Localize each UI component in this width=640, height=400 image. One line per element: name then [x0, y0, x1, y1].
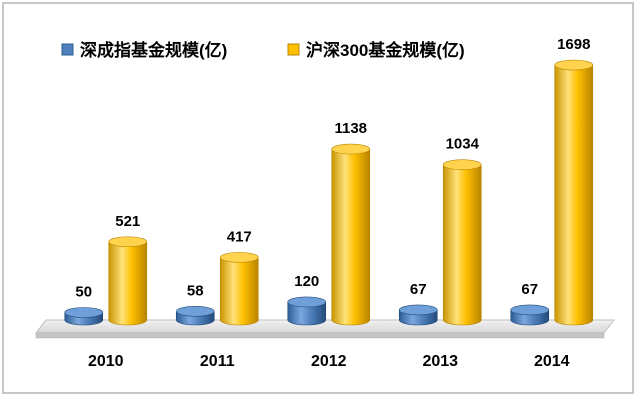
bar-2014-series-1	[510, 304, 550, 326]
chart-floor-edge	[35, 332, 605, 339]
data-label-2010-series-2: 521	[115, 213, 140, 230]
legend-swatch-series-2	[287, 43, 300, 56]
legend-label-series-1: 深成指基金规模(亿)	[80, 40, 227, 60]
data-label-2010-series-1: 50	[75, 283, 92, 300]
x-tick-label-2013: 2013	[422, 353, 458, 370]
x-tick-label-2014: 2014	[534, 353, 570, 370]
bar-2010-series-1	[64, 307, 104, 326]
data-label-2011-series-2: 417	[227, 228, 252, 245]
x-tick-labels: 2010 2011 2012 2013 2014	[88, 353, 570, 370]
data-label-2014-series-2: 1698	[557, 36, 590, 53]
bar-2010-series-2	[108, 236, 148, 326]
data-label-2012-series-1: 120	[294, 273, 319, 290]
data-label-2013-series-2: 1034	[446, 136, 480, 153]
legend-swatch-series-1	[61, 43, 74, 56]
data-label-2013-series-1: 67	[410, 281, 427, 298]
bar-2012-series-1	[287, 296, 327, 326]
bars-group: 50 521 58 417 120 1138 67 1034 67 1698	[64, 36, 594, 326]
bar-2011-series-1	[175, 305, 215, 326]
x-tick-label-2011: 2011	[200, 353, 235, 370]
bar-2014-series-2	[554, 59, 594, 326]
bar-2013-series-1	[398, 304, 438, 326]
legend: 深成指基金规模(亿) 沪深300基金规模(亿)	[61, 40, 465, 60]
data-label-2014-series-1: 67	[521, 281, 538, 298]
data-label-2011-series-1: 58	[187, 282, 204, 299]
bar-2013-series-2	[442, 159, 482, 326]
bar-2012-series-2	[331, 143, 371, 326]
legend-label-series-2: 沪深300基金规模(亿)	[306, 40, 465, 60]
data-label-2012-series-2: 1138	[334, 120, 367, 137]
x-tick-label-2010: 2010	[88, 353, 124, 370]
x-tick-label-2012: 2012	[311, 353, 347, 370]
bar-2011-series-2	[219, 252, 259, 326]
